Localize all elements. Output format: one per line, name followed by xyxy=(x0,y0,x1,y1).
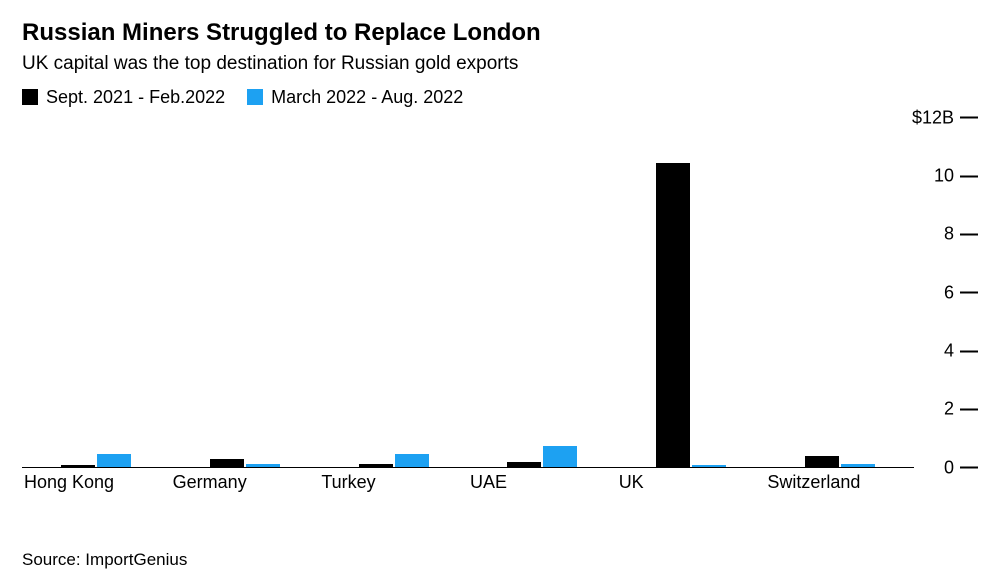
legend-label-a: Sept. 2021 - Feb.2022 xyxy=(46,87,225,108)
bar-group xyxy=(765,118,914,467)
source-attribution: Source: ImportGenius xyxy=(22,550,187,570)
y-axis-tick xyxy=(960,233,978,235)
legend: Sept. 2021 - Feb.2022 March 2022 - Aug. … xyxy=(22,87,978,108)
bar-series-a xyxy=(210,459,244,466)
y-axis-label-text: 6 xyxy=(944,282,954,303)
legend-swatch-a xyxy=(22,89,38,105)
bar-series-a xyxy=(805,456,839,466)
y-axis-label: 8 xyxy=(944,224,978,245)
bar-group xyxy=(617,118,766,467)
y-axis-label: 4 xyxy=(944,341,978,362)
y-axis-label: 10 xyxy=(934,166,978,187)
x-axis-label: Germany xyxy=(171,472,320,493)
y-axis-label-text: 0 xyxy=(944,457,954,478)
x-axis-label: Switzerland xyxy=(765,472,914,493)
y-axis-label-text: 2 xyxy=(944,399,954,420)
chart-subtitle: UK capital was the top destination for R… xyxy=(22,52,978,77)
y-axis-labels: 0246810$12B xyxy=(920,118,978,468)
x-axis-labels: Hong KongGermanyTurkeyUAEUKSwitzerland xyxy=(22,472,914,493)
y-axis-tick xyxy=(960,350,978,352)
bar-series-b xyxy=(692,465,726,466)
bar-group xyxy=(171,118,320,467)
bar-series-a xyxy=(359,464,393,467)
y-axis-tick xyxy=(960,175,978,177)
legend-item-series-a: Sept. 2021 - Feb.2022 xyxy=(22,87,225,108)
y-axis-label-text: 10 xyxy=(934,166,954,187)
legend-item-series-b: March 2022 - Aug. 2022 xyxy=(247,87,463,108)
y-axis-label-text: 8 xyxy=(944,224,954,245)
bar-series-b xyxy=(246,464,280,467)
bar-group xyxy=(22,118,171,467)
y-axis-tick xyxy=(960,292,978,294)
x-axis-label: UK xyxy=(617,472,766,493)
bar-group xyxy=(319,118,468,467)
y-axis-label-text: 4 xyxy=(944,341,954,362)
bar-groups xyxy=(22,118,914,467)
chart-title: Russian Miners Struggled to Replace Lond… xyxy=(22,18,978,48)
y-axis-tick xyxy=(960,408,978,410)
bar-series-a xyxy=(61,465,95,466)
legend-label-b: March 2022 - Aug. 2022 xyxy=(271,87,463,108)
bar-series-b xyxy=(841,464,875,467)
y-axis-label: 2 xyxy=(944,399,978,420)
y-axis-tick xyxy=(960,117,978,119)
y-axis-label-text: $12B xyxy=(912,107,954,128)
x-axis-label: Hong Kong xyxy=(22,472,171,493)
bar-series-b xyxy=(395,454,429,467)
legend-swatch-b xyxy=(247,89,263,105)
x-axis-label: UAE xyxy=(468,472,617,493)
y-axis-label: 6 xyxy=(944,282,978,303)
bar-series-b xyxy=(97,454,131,467)
chart: 0246810$12B Hong KongGermanyTurkeyUAEUKS… xyxy=(22,118,978,498)
x-axis-label: Turkey xyxy=(319,472,468,493)
bar-series-a xyxy=(507,462,541,466)
plot-area xyxy=(22,118,914,468)
y-axis-label: 0 xyxy=(944,457,978,478)
y-axis-tick xyxy=(960,467,978,469)
bar-group xyxy=(468,118,617,467)
y-axis-label: $12B xyxy=(912,107,978,128)
bar-series-b xyxy=(543,446,577,466)
bar-series-a xyxy=(656,163,690,466)
